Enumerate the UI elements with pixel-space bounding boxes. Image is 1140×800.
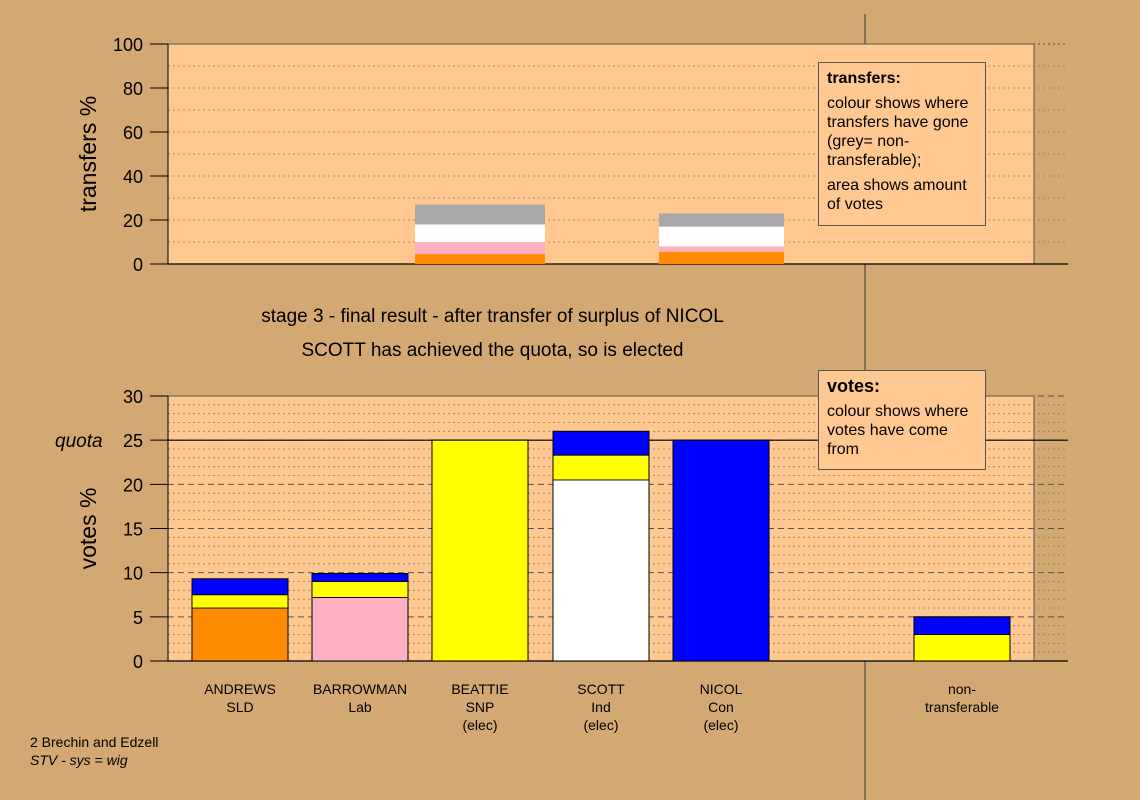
candidate-party: transferable [925, 699, 999, 715]
y-tick-label: 0 [133, 255, 143, 275]
bar-segment-non_transferable [415, 204, 545, 225]
bar-segment-snp [191, 594, 289, 609]
bar-segment-snp [431, 439, 529, 662]
bar-segment-snp [552, 454, 650, 481]
transfers-legend-text2: area shows amount of votes [827, 177, 967, 213]
candidate-party: Con [708, 699, 734, 715]
bar-segment-snp [311, 581, 409, 598]
candidate-label: SCOTT Ind (elec) [541, 680, 661, 734]
bar-outline [552, 430, 650, 662]
quota-label: quota [55, 431, 103, 452]
candidate-name: ANDREWS [204, 681, 276, 697]
y-tick-label: 20 [123, 211, 143, 231]
bar-outline [311, 573, 409, 662]
elected-caption: SCOTT has achieved the quota, so is elec… [301, 340, 684, 361]
candidate-label: ANDREWS SLD [180, 680, 300, 716]
bar-segment-con [191, 578, 289, 596]
bar-segment-lab [311, 597, 409, 662]
candidate-name: BEATTIE [451, 681, 509, 697]
candidate-status: (elec) [703, 717, 739, 733]
y-tick-label: 60 [123, 123, 143, 143]
y-tick-label: 25 [123, 431, 143, 451]
bar-segment-non_transferable [659, 213, 784, 227]
bar-segment-con [552, 430, 650, 456]
bar-segment-sld [659, 251, 784, 264]
bar-segment-ind [552, 479, 650, 662]
bar-segment-lab [659, 246, 784, 252]
bar-segment-con [913, 616, 1011, 635]
candidate-label: BARROWMAN Lab [300, 680, 420, 716]
y-tick-label: 20 [123, 475, 143, 495]
candidate-label: non-transferable [902, 680, 1022, 716]
y-axis-title: votes % [75, 488, 101, 570]
y-tick-label: 5 [133, 608, 143, 628]
bar-segment-sld [191, 607, 289, 662]
y-tick-label: 0 [133, 652, 143, 672]
bar-segment-con [672, 439, 770, 662]
y-tick-label: 15 [123, 520, 143, 540]
candidate-name: SCOTT [577, 681, 625, 697]
transfers-legend: transfers: colour shows where transfers … [818, 62, 986, 226]
candidate-party: Ind [591, 699, 611, 715]
candidate-name: NICOL [699, 681, 743, 697]
y-axis-title: transfers % [75, 96, 101, 212]
transfers-legend-text1: colour shows where transfers have gone (… [827, 95, 969, 169]
bar-outline [191, 578, 289, 662]
bar-segment-ind [415, 224, 545, 242]
votes-legend-title: votes: [827, 376, 881, 396]
candidate-status: (elec) [583, 717, 619, 733]
candidate-party: SNP [465, 699, 495, 715]
votes-legend-text1: colour shows where votes have come from [827, 403, 969, 458]
bar-segment-con [311, 573, 409, 582]
bar-segment-ind [659, 226, 784, 247]
candidate-name: non- [947, 681, 977, 697]
y-tick-label: 100 [113, 35, 143, 55]
bar-segment-lab [415, 242, 545, 255]
candidate-party: SLD [226, 699, 254, 715]
bar-outline [913, 616, 1011, 662]
y-tick-label: 40 [123, 167, 143, 187]
candidate-name: BARROWMAN [312, 681, 408, 697]
footer-system: STV - sys = wig [30, 752, 128, 768]
bar-segment-sld [415, 254, 545, 264]
votes-legend: votes: colour shows where votes have com… [818, 370, 986, 470]
candidate-label: BEATTIE SNP (elec) [420, 680, 540, 734]
transfers-legend-title: transfers: [827, 70, 901, 87]
y-tick-label: 10 [123, 564, 143, 584]
y-tick-label: 80 [123, 79, 143, 99]
candidate-party: Lab [348, 699, 372, 715]
y-tick-label: 30 [123, 387, 143, 407]
candidate-label: NICOL Con (elec) [661, 680, 781, 734]
footer-district: 2 Brechin and Edzell [30, 734, 159, 750]
bar-outline [672, 439, 770, 662]
candidate-status: (elec) [462, 717, 498, 733]
bar-outline [431, 439, 529, 662]
bar-segment-snp [913, 634, 1011, 662]
stage-caption: stage 3 - final result - after transfer … [261, 306, 724, 327]
